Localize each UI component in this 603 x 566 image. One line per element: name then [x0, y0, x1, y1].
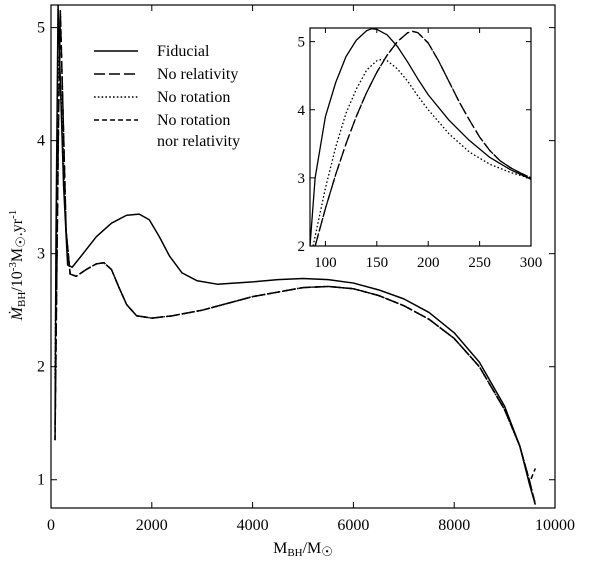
inset-x-tick-label: 100: [314, 255, 337, 271]
inset-series-group: [310, 28, 531, 246]
main-y-tick-label: 3: [37, 246, 45, 263]
main-x-tick-label: 0: [47, 517, 55, 534]
main-y-tick-label: 1: [37, 472, 45, 489]
legend-label-0: Fiducial: [157, 43, 210, 60]
main-x-tick-label: 2000: [136, 517, 168, 534]
main-series-line-0: [54, 5, 537, 505]
main-x-tick-label: 8000: [438, 517, 470, 534]
main-y-tick-label: 4: [37, 133, 45, 150]
inset-series-line-1: [314, 30, 531, 246]
inset-x-tick-label: 200: [417, 255, 440, 271]
legend-label-2: No rotation: [157, 89, 230, 106]
main-x-tick-label: 6000: [337, 517, 369, 534]
main-series-group: [54, 5, 537, 505]
inset-x-tick-label: 250: [468, 255, 491, 271]
main-x-tick-label: 4000: [237, 517, 269, 534]
legend-label-3: nor relativity: [157, 133, 240, 150]
inset-plot-area: [310, 28, 531, 246]
legend-label-1: No relativity: [157, 66, 238, 83]
inset-y-tick-label: 3: [298, 171, 306, 187]
main-y-tick-label: 5: [37, 20, 45, 37]
inset-x-tick-label: 300: [520, 255, 543, 271]
inset-x-tick-label: 150: [366, 255, 389, 271]
inset-y-tick-label: 5: [298, 35, 306, 51]
main-x-tick-label: 10000: [535, 517, 575, 534]
legend-label-3: No rotation: [157, 112, 230, 129]
inset-y-tick-label: 2: [298, 239, 306, 255]
x-axis-title: MBH/M☉: [273, 540, 333, 559]
main-frame: [50, 4, 556, 509]
inset-y-tick-label: 4: [298, 103, 306, 119]
inset-frame: [309, 27, 532, 247]
inset-panel: 100 150 200 250 300 2 3 4 5: [298, 27, 543, 271]
inset-series-line-0: [310, 28, 531, 246]
main-y-tick-label: 2: [37, 359, 45, 376]
y-axis-title: ṀBH/10-3M☉.yr-1: [7, 210, 28, 322]
main-series-line-3: [54, 9, 537, 483]
legend: Fiducial No relativity No rotation No rotat…: [94, 43, 240, 150]
